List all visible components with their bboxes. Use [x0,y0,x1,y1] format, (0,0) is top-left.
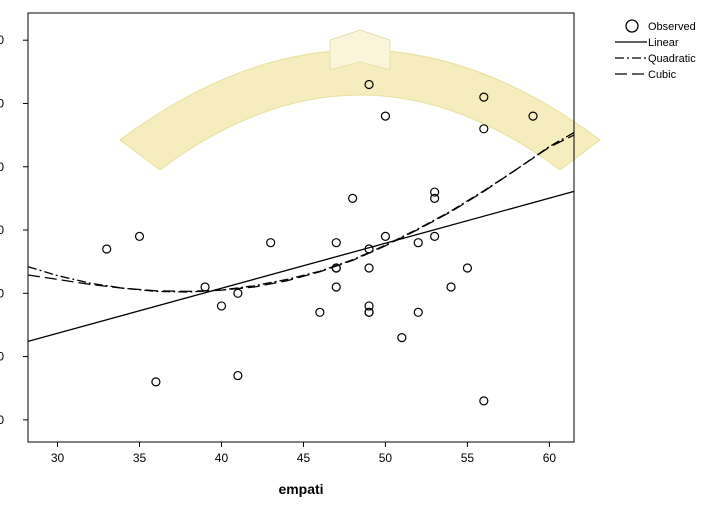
observed-point [331,238,341,248]
observed-point [446,282,456,292]
observed-point [151,377,161,387]
x-tick-label: 35 [133,451,147,465]
legend-label-linear: Linear [648,37,679,49]
observed-point [348,193,358,203]
x-axis-title: empati [278,481,323,497]
linear-fit-line [27,190,575,343]
observed-point [380,231,391,241]
watermark-arch [119,49,601,171]
watermark-book-icon [329,29,391,71]
observed-point [216,301,227,311]
x-tick-label: 45 [297,451,311,465]
y-tick-label: 80 [0,223,4,237]
y-tick-label: 100 [0,96,4,110]
legend: Observed Linear Quadratic Cubic [615,19,696,81]
x-tick-label: 40 [215,451,229,465]
axes: 30 35 40 45 50 55 60 50 60 70 80 90 100 110 [0,33,556,465]
observed-point [364,244,374,254]
observed-point [233,288,243,298]
x-tick-label: 30 [51,451,65,465]
legend-label-observed: Observed [648,21,696,33]
observed-point [134,231,145,241]
legend-observed-marker [625,19,639,33]
observed-point [380,111,391,121]
fit-lines [27,132,575,343]
cubic-fit-line [27,134,575,293]
observed-point [364,307,374,317]
observed-point [397,332,407,343]
observed-point [413,307,423,317]
observed-point [364,79,374,90]
quadratic-fit-line [27,132,575,293]
observed-point [200,282,210,292]
observed-point [479,92,489,102]
watermark [119,29,601,171]
observed-point [462,263,473,273]
plot-area [27,12,575,443]
y-tick-label: 110 [0,33,4,47]
observed-points [102,79,538,406]
observed-point [266,238,276,248]
x-tick-label: 55 [461,451,475,465]
x-tick-label: 50 [379,451,393,465]
observed-point [430,193,440,203]
observed-point [528,111,538,121]
y-tick-label: 90 [0,160,4,174]
observed-point [430,231,440,241]
observed-point [479,396,489,406]
x-tick-label: 60 [543,451,557,465]
legend-label-quadratic: Quadratic [648,53,696,65]
y-tick-label: 50 [0,413,4,427]
observed-point [331,282,341,292]
observed-point [413,238,423,248]
observed-point [364,263,374,273]
y-tick-label: 60 [0,350,4,364]
observed-point [331,263,341,273]
observed-point [430,187,440,197]
observed-point [479,124,489,134]
observed-point [364,301,374,311]
observed-point [315,307,325,317]
observed-point [233,370,243,381]
legend-label-cubic: Cubic [648,69,677,81]
observed-point [102,244,112,254]
y-tick-label: 70 [0,286,4,300]
